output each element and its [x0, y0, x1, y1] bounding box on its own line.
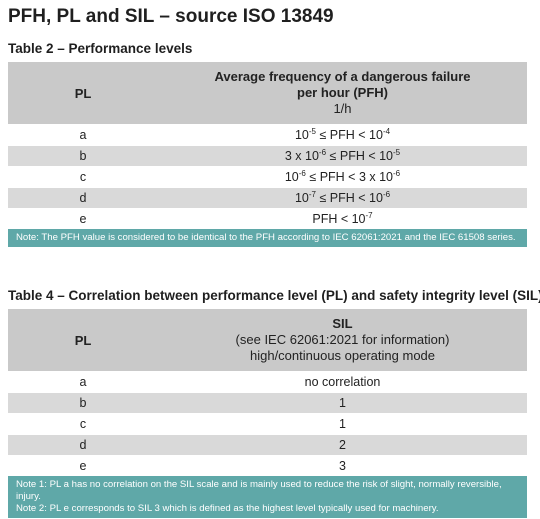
table-row: d 10-7 ≤ PFH < 10-6 — [8, 187, 527, 208]
table2-header: PL Average frequency of a dangerous fail… — [8, 62, 527, 124]
sil-cell: 2 — [339, 438, 346, 452]
pl-cell: e — [79, 212, 87, 226]
pl-cell: e — [79, 459, 87, 473]
table-row: b 3 x 10-6 ≤ PFH < 10-5 — [8, 145, 527, 166]
pfh-cell: 10-5 ≤ PFH < 10-4 — [294, 126, 391, 142]
sil-cell: 3 — [339, 459, 346, 473]
table4-header-sil-line3: high/continuous operating mode — [249, 348, 436, 363]
table2-header-pfh-line1: Average frequency of a dangerous failure — [214, 69, 471, 84]
table2-caption: Table 2 – Performance levels — [8, 41, 193, 56]
table4-header-sil-line1: SIL — [332, 316, 353, 331]
table4-caption: Table 4 – Correlation between performanc… — [8, 288, 540, 303]
table2-note: Note: The PFH value is considered to be … — [8, 229, 527, 247]
sil-cell: 1 — [339, 396, 346, 410]
table-row: c 10-6 ≤ PFH < 3 x 10-6 — [8, 166, 527, 187]
table4-header-sil: SIL (see IEC 62061:2021 for information)… — [158, 316, 527, 364]
pl-cell: b — [79, 149, 87, 163]
table2-header-pl: PL — [74, 85, 92, 101]
page-title: PFH, PL and SIL – source ISO 13849 — [8, 6, 334, 27]
sil-cell: 1 — [339, 417, 346, 431]
table-row: a no correlation — [8, 371, 527, 392]
table4-header: PL SIL (see IEC 62061:2021 for informati… — [8, 309, 527, 371]
table2-header-pfh: Average frequency of a dangerous failure… — [158, 69, 527, 117]
table4-pl-sil-correlation: PL SIL (see IEC 62061:2021 for informati… — [8, 309, 527, 518]
pl-cell: b — [79, 396, 87, 410]
table4-note2: Note 2: PL e corresponds to SIL 3 which … — [16, 503, 439, 514]
table2-performance-levels: PL Average frequency of a dangerous fail… — [8, 62, 527, 247]
pl-cell: c — [79, 417, 87, 431]
sil-cell: no correlation — [304, 375, 381, 389]
table4-notes: Note 1: PL a has no correlation on the S… — [8, 476, 527, 518]
pfh-cell: PFH < 10-7 — [312, 210, 373, 226]
pl-cell: a — [79, 128, 87, 142]
pl-cell: d — [79, 438, 87, 452]
table4-body: a no correlation b 1 c 1 d 2 e 3 — [8, 371, 527, 476]
pl-cell: d — [79, 191, 87, 205]
table2-body: a 10-5 ≤ PFH < 10-4 b 3 x 10-6 ≤ PFH < 10-5… — [8, 124, 527, 229]
table4-note1: Note 1: PL a has no correlation on the S… — [16, 479, 502, 502]
table2-header-pfh-unit: 1/h — [333, 101, 352, 116]
pl-cell: c — [79, 170, 87, 184]
pfh-cell: 3 x 10-6 ≤ PFH < 10-5 — [284, 147, 401, 163]
table4-header-pl: PL — [74, 332, 92, 348]
table-row: a 10-5 ≤ PFH < 10-4 — [8, 124, 527, 145]
pfh-cell: 10-7 ≤ PFH < 10-6 — [294, 189, 391, 205]
table4-header-sil-line2: (see IEC 62061:2021 for information) — [235, 332, 450, 347]
table-row: e PFH < 10-7 — [8, 208, 527, 229]
table2-header-pfh-line2: per hour (PFH) — [297, 85, 388, 100]
pfh-cell: 10-6 ≤ PFH < 3 x 10-6 — [284, 168, 401, 184]
pl-cell: a — [79, 375, 87, 389]
